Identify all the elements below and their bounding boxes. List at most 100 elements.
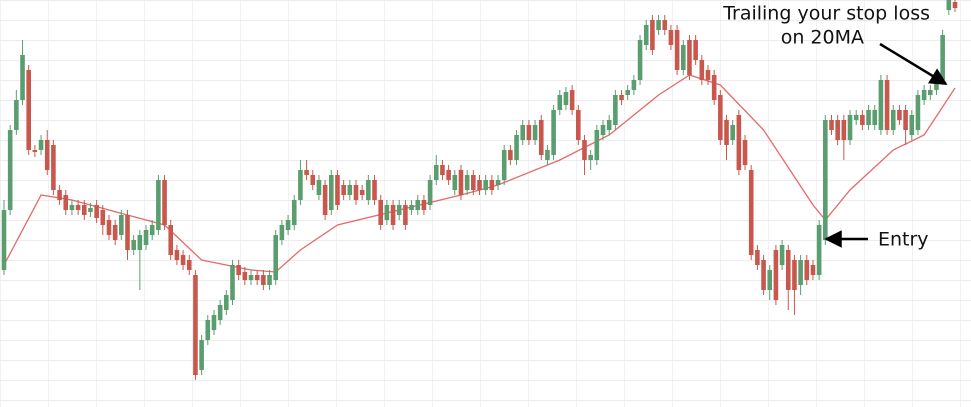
candle-body xyxy=(532,125,538,140)
candle-body xyxy=(149,225,155,235)
candle-body xyxy=(267,275,272,285)
candle-body xyxy=(100,210,106,225)
candle-body xyxy=(75,205,81,210)
candle-body xyxy=(773,250,779,300)
candle-body xyxy=(693,40,698,60)
candle-body xyxy=(236,265,241,275)
candle-body xyxy=(514,135,519,160)
candle-body xyxy=(143,230,149,245)
candle-body xyxy=(14,100,19,130)
candle-body xyxy=(545,150,550,160)
candle-body xyxy=(353,185,359,200)
annotation: Trailing your stop loss xyxy=(722,3,930,25)
candle-body xyxy=(384,205,390,220)
candle-body xyxy=(705,70,711,80)
candle-body xyxy=(20,55,25,100)
candle-body xyxy=(711,75,717,100)
candle-body xyxy=(279,225,285,240)
candle-body xyxy=(890,110,896,130)
candle-body xyxy=(582,140,587,160)
candle-body xyxy=(940,35,945,80)
candle-body xyxy=(421,200,427,210)
candle-body xyxy=(798,260,803,285)
candle-body xyxy=(273,235,279,280)
candle-body xyxy=(921,90,927,100)
candle-body xyxy=(576,110,581,140)
candle-body xyxy=(112,225,118,240)
candle-body xyxy=(310,175,316,185)
candle-body xyxy=(668,30,674,45)
candle-body xyxy=(520,125,526,140)
plot-area xyxy=(1,0,958,380)
candle-body xyxy=(823,120,828,240)
candle-body xyxy=(415,200,421,210)
candle-body xyxy=(285,220,291,230)
candle-body xyxy=(205,320,211,340)
candle-body xyxy=(471,175,476,190)
candle-body xyxy=(853,115,859,120)
candle-body xyxy=(748,170,754,255)
candle-body xyxy=(69,205,75,210)
candle-body xyxy=(915,95,921,130)
candle-body xyxy=(409,205,414,210)
candle-body xyxy=(174,250,180,260)
candle-body xyxy=(755,250,760,265)
candle-body xyxy=(563,92,569,105)
candle-body xyxy=(600,125,606,135)
candle-body xyxy=(767,270,773,290)
candle-body xyxy=(779,245,785,265)
candle-body xyxy=(403,205,408,225)
candle-body xyxy=(242,272,248,280)
candle-body xyxy=(483,180,488,190)
candle-body xyxy=(304,170,309,175)
candle-body xyxy=(501,150,507,180)
candle-body xyxy=(730,125,735,140)
candle-body xyxy=(156,180,161,230)
candle-body xyxy=(396,205,402,215)
candle-body xyxy=(934,80,939,90)
candle-body xyxy=(125,215,130,250)
candle-body xyxy=(625,90,631,95)
candle-body xyxy=(359,190,365,195)
candle-body xyxy=(946,0,952,10)
candle-body xyxy=(180,255,186,265)
candle-body xyxy=(687,40,692,75)
candle-body xyxy=(860,115,865,125)
candle-body xyxy=(656,20,661,30)
candle-body xyxy=(699,60,705,80)
annotation-arrow xyxy=(879,42,948,86)
candle-body xyxy=(551,110,556,155)
candle-body xyxy=(168,225,174,255)
annotation: on 20MA xyxy=(781,27,864,49)
candle-body xyxy=(594,130,600,160)
candle-body xyxy=(217,305,223,320)
candle-body xyxy=(316,180,322,195)
candle-body xyxy=(440,165,445,175)
candle-body xyxy=(26,70,32,150)
candle-body xyxy=(378,200,383,225)
candle-body xyxy=(230,265,235,300)
candle-body xyxy=(106,220,112,235)
candle-body xyxy=(847,115,853,140)
candle-body xyxy=(7,130,13,210)
candle-body xyxy=(51,145,56,190)
candle-body xyxy=(32,150,38,152)
candle-body xyxy=(38,140,44,150)
candle-body xyxy=(322,185,328,215)
candle-body xyxy=(44,140,50,170)
candle-body xyxy=(433,165,439,180)
candle-body xyxy=(557,95,563,110)
candle-body xyxy=(446,170,451,180)
candle-body xyxy=(131,240,136,250)
candle-body xyxy=(390,205,396,225)
candle-body xyxy=(495,180,501,185)
candle-body xyxy=(347,185,353,195)
candle-body xyxy=(650,20,655,50)
candle-body xyxy=(643,25,649,45)
candle-body xyxy=(897,110,902,120)
candle-body xyxy=(489,180,495,190)
candle-body xyxy=(742,140,748,165)
candle-body xyxy=(878,80,884,130)
candle-body xyxy=(254,275,260,280)
